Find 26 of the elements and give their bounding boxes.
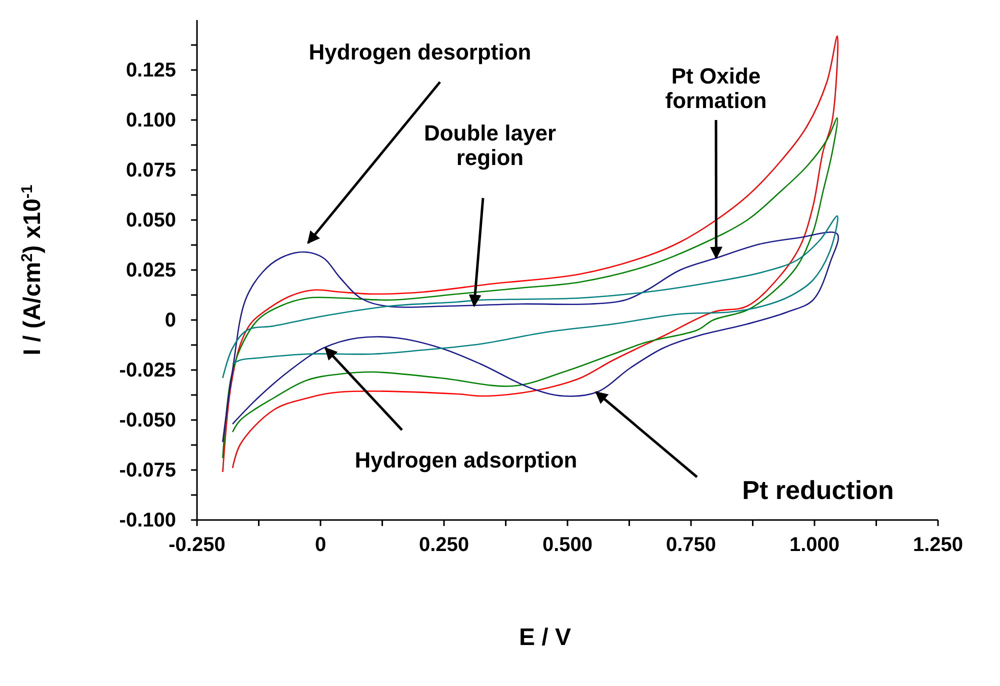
line-series: [222, 215, 838, 379]
y-tick-label: -0.025: [119, 359, 176, 382]
x-tick-label: -0.250: [168, 534, 226, 556]
y-tick-label: 0.100: [126, 109, 176, 132]
line-series: [222, 35, 838, 473]
x-axis-title: E / V: [518, 624, 572, 651]
x-tick-label: 0.750: [666, 534, 716, 556]
x-tick-label: 1.250: [912, 534, 964, 556]
y-tick-label: 0.075: [126, 159, 176, 182]
x-tick-label: 0: [314, 534, 326, 556]
x-tick-label: 0.250: [418, 534, 470, 556]
y-tick-label: 0.050: [126, 209, 176, 232]
y-tick-label: 0.025: [126, 259, 176, 282]
annotation: Pt Oxide formation: [665, 64, 767, 113]
annotation: Hydrogen adsorption: [354, 448, 578, 473]
y-tick-label: -0.050: [119, 409, 176, 432]
y-tick-label: 0: [164, 309, 176, 332]
x-tick-label: 1.000: [789, 534, 840, 556]
line-series: [222, 232, 839, 443]
x-tick-label: 0.500: [542, 534, 593, 556]
y-tick-label: 0.125: [126, 59, 176, 82]
annotation: Double layer region: [424, 120, 556, 170]
annotation: Hydrogen desorption: [308, 40, 532, 65]
y-tick-label: -0.075: [119, 459, 176, 482]
annotation: Pt reduction: [742, 475, 894, 506]
y-tick-label: -0.100: [119, 509, 176, 532]
